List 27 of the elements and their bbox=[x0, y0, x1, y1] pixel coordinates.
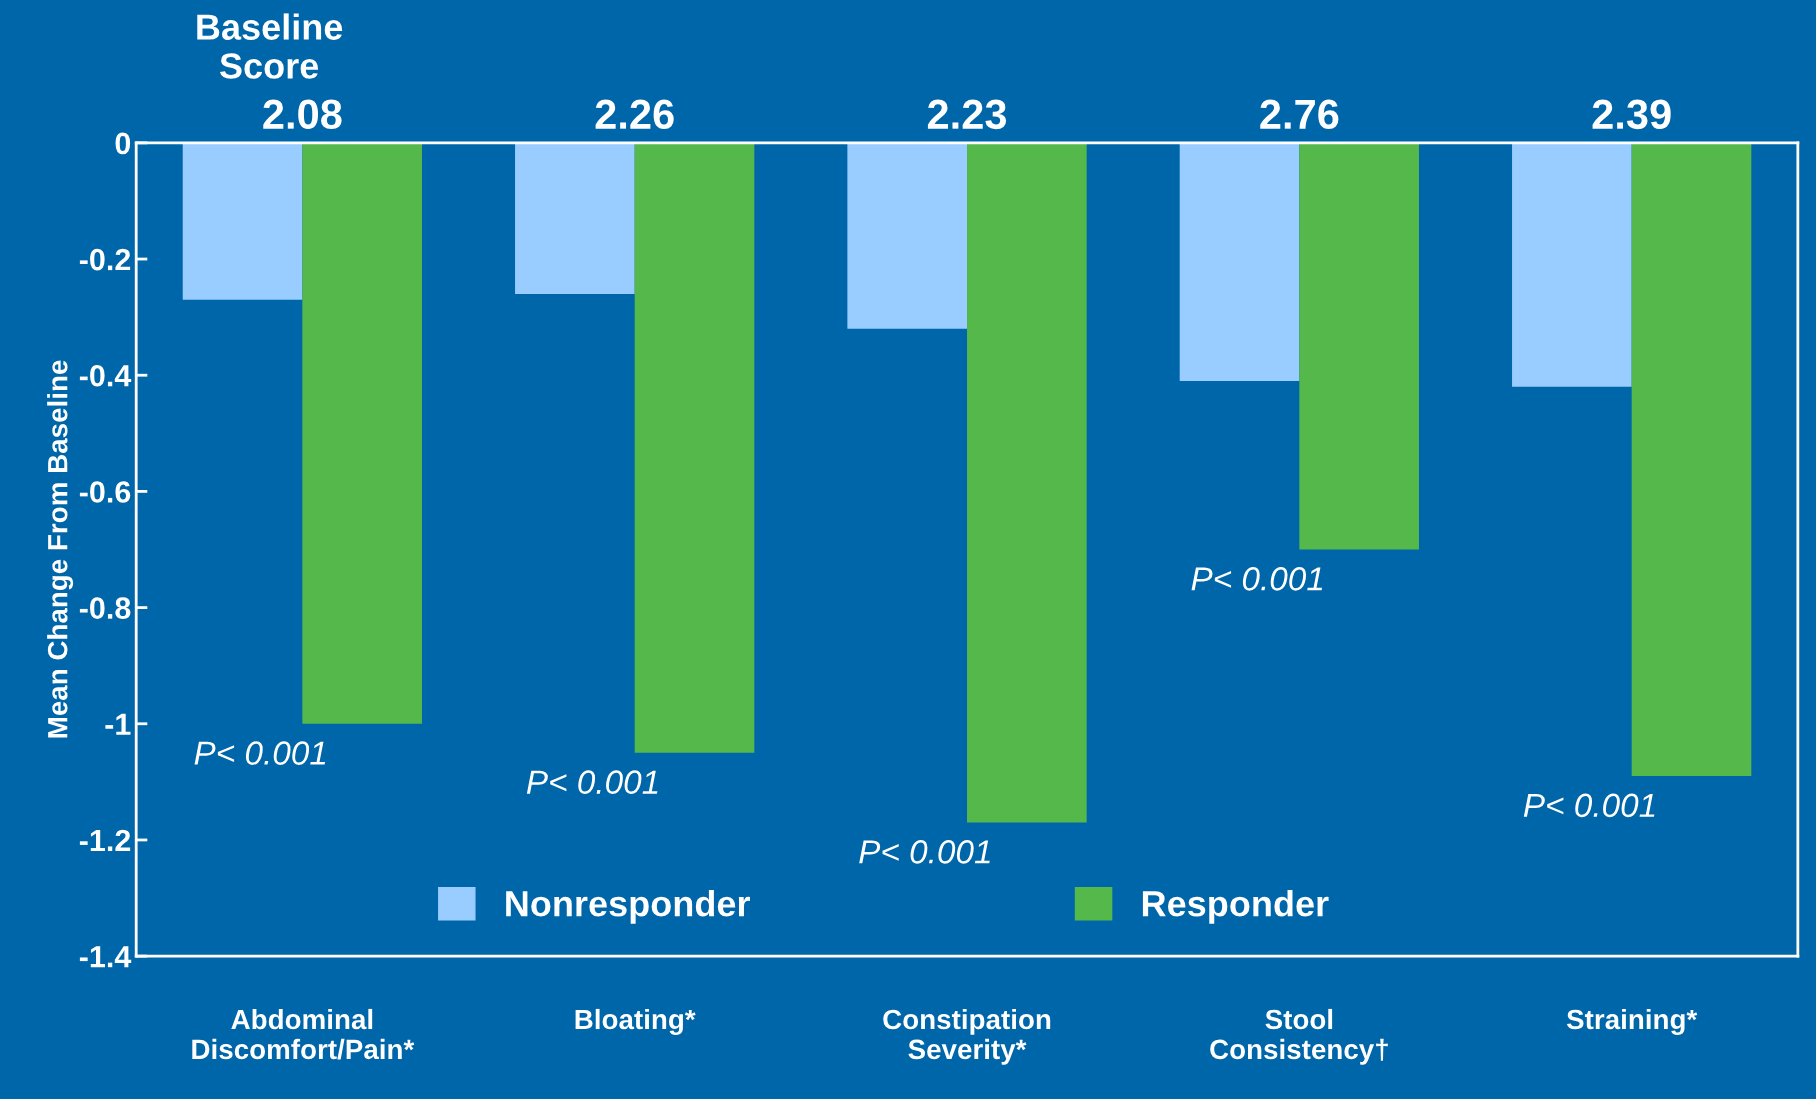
y-tick-label: -0.8 bbox=[79, 597, 131, 619]
legend-label: Nonresponder bbox=[506, 889, 750, 924]
annotation: P< 0.001 bbox=[859, 840, 990, 864]
y-tick-label: -1.4 bbox=[79, 946, 132, 968]
y-tick-label: -0.4 bbox=[79, 364, 132, 387]
annotation: 2.76 bbox=[1260, 99, 1339, 130]
x-tick-label: Abdominal Discomfort/Pain* bbox=[192, 1008, 415, 1060]
x-tick-label: Straining* bbox=[1566, 1008, 1698, 1035]
y-tick-label: -0.2 bbox=[79, 248, 131, 271]
y-tick-label: -0.6 bbox=[79, 481, 131, 503]
text: Baseline Score bbox=[197, 13, 343, 79]
annotation: 2.08 bbox=[263, 99, 342, 130]
x-tick-label: Constipation Severity* bbox=[883, 1008, 1051, 1065]
annotation: P< 0.001 bbox=[194, 741, 326, 765]
annotation: 2.39 bbox=[1592, 99, 1671, 130]
annotation: P< 0.001 bbox=[526, 770, 658, 794]
y-tick-label: 0 bbox=[115, 132, 131, 155]
x-tick-label: Bloating* bbox=[575, 1008, 696, 1035]
legend-label: Responder bbox=[1142, 889, 1329, 924]
y-tick-label: -1 bbox=[105, 713, 131, 735]
annotation: 2.26 bbox=[595, 99, 674, 130]
x-tick-label: Stool Consistency† bbox=[1210, 1008, 1388, 1065]
annotation: 2.23 bbox=[927, 99, 1007, 130]
annotation: P< 0.001 bbox=[1191, 567, 1323, 591]
y-axis-title: Mean Change From Baseline bbox=[47, 360, 74, 738]
y-tick-label: -1.2 bbox=[79, 829, 131, 852]
annotation: P< 0.001 bbox=[1523, 793, 1655, 818]
